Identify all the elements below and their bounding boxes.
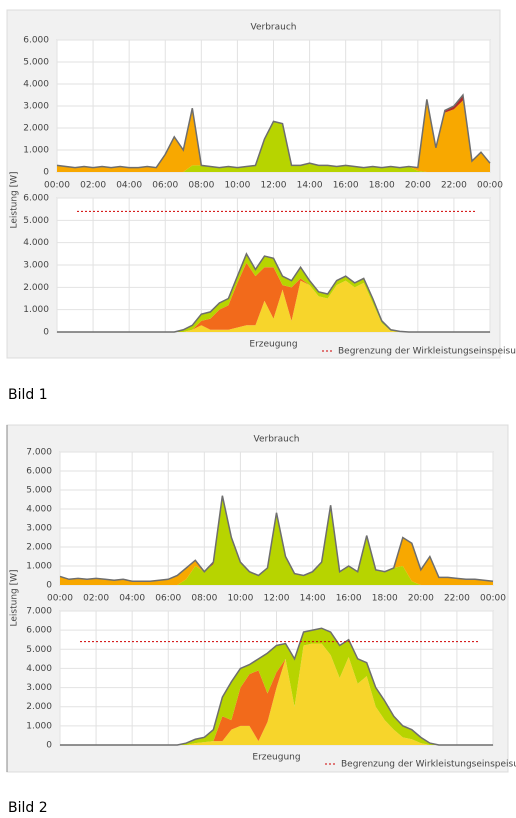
- y-tick-label: 2.000: [26, 543, 52, 553]
- area: [57, 262, 490, 332]
- x-tick-label: 10:00: [227, 594, 253, 604]
- y-tick-label: 5.000: [26, 486, 52, 496]
- area: [57, 121, 490, 172]
- x-tick-label: 00:00: [47, 594, 73, 604]
- area: [60, 643, 493, 745]
- total-outline: [56, 93, 491, 169]
- y-tick-label: 3.000: [26, 683, 52, 693]
- y-tick-label: 2.000: [26, 702, 52, 712]
- y-tick-label: 0: [43, 168, 49, 178]
- x-tick-label: 22:00: [444, 594, 470, 604]
- y-tick-label: 3.000: [23, 102, 49, 112]
- y-tick-label: 6.000: [23, 194, 49, 204]
- caption: Bild 2: [8, 800, 48, 816]
- y-tick-label: 4.000: [23, 80, 49, 90]
- total-outline: [57, 252, 490, 333]
- y-tick-label: 7.000: [26, 607, 52, 617]
- y-tick-label: 0: [43, 328, 49, 338]
- x-tick-label: 08:00: [191, 594, 217, 604]
- x-tick-label: 06:00: [152, 181, 178, 191]
- legend-label: Begrenzung der Wirkleistungseinspeisung: [341, 760, 516, 770]
- x-tick-label: 10:00: [224, 181, 250, 191]
- x-tick-label: 04:00: [119, 594, 145, 604]
- y-tick-label: 1.000: [26, 721, 52, 731]
- y-tick-label: 0: [46, 581, 52, 591]
- x-tick-label: 16:00: [336, 594, 362, 604]
- x-tick-label: 00:00: [44, 181, 70, 191]
- y-tick-label: 4.000: [23, 238, 49, 248]
- y-tick-label: 4.000: [26, 505, 52, 515]
- x-tick-label: 00:00: [480, 594, 506, 604]
- x-tick-label: 22:00: [441, 181, 467, 191]
- y-tick-label: 3.000: [26, 524, 52, 534]
- y-axis-label: Leistung [W]: [10, 171, 20, 228]
- x-tick-label: 00:00: [477, 181, 503, 191]
- y-tick-label: 1.000: [26, 562, 52, 572]
- x-tick-label: 12:00: [261, 181, 287, 191]
- x-tick-label: 02:00: [83, 594, 109, 604]
- y-tick-label: 4.000: [26, 664, 52, 674]
- caption: Bild 1: [8, 387, 48, 403]
- total-outline: [60, 627, 493, 746]
- x-tick-label: 04:00: [116, 181, 142, 191]
- y-tick-label: 5.000: [23, 58, 49, 68]
- y-tick-label: 2.000: [23, 283, 49, 293]
- chart-title: Erzeugung: [249, 340, 297, 350]
- area: [57, 100, 490, 172]
- area: [60, 628, 493, 745]
- x-tick-label: 12:00: [264, 594, 290, 604]
- y-tick-label: 1.000: [23, 146, 49, 156]
- y-tick-label: 0: [46, 741, 52, 751]
- area: [60, 495, 493, 585]
- x-tick-label: 06:00: [155, 594, 181, 604]
- y-tick-label: 3.000: [23, 261, 49, 271]
- x-tick-label: 20:00: [405, 181, 431, 191]
- x-tick-label: 18:00: [372, 594, 398, 604]
- y-tick-label: 5.000: [23, 216, 49, 226]
- y-tick-label: 6.000: [26, 467, 52, 477]
- x-tick-label: 16:00: [333, 181, 359, 191]
- chart-title: Verbrauch: [254, 435, 300, 445]
- legend-label: Begrenzung der Wirkleistungseinspeisung: [338, 347, 516, 357]
- x-tick-label: 18:00: [369, 181, 395, 191]
- total-outline: [59, 495, 494, 582]
- x-tick-label: 14:00: [300, 594, 326, 604]
- x-tick-label: 02:00: [80, 181, 106, 191]
- x-tick-label: 20:00: [408, 594, 434, 604]
- y-tick-label: 6.000: [23, 36, 49, 46]
- y-tick-label: 7.000: [26, 448, 52, 458]
- x-tick-label: 08:00: [188, 181, 214, 191]
- y-tick-label: 2.000: [23, 124, 49, 134]
- y-tick-label: 6.000: [26, 626, 52, 636]
- y-tick-label: 5.000: [26, 645, 52, 655]
- chart-title: Verbrauch: [251, 23, 297, 33]
- y-axis-label: Leistung [W]: [10, 569, 20, 626]
- chart-title: Erzeugung: [252, 753, 300, 763]
- y-tick-label: 1.000: [23, 305, 49, 315]
- area: [57, 280, 490, 332]
- x-tick-label: 14:00: [297, 181, 323, 191]
